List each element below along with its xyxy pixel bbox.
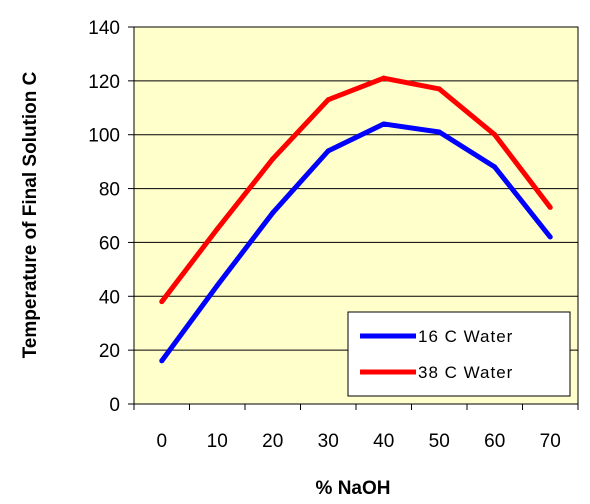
- legend-box: [347, 311, 571, 397]
- series-1-point-4: [381, 75, 387, 81]
- series-0-point-2: [270, 210, 276, 216]
- y-tick-label-2: 40: [99, 287, 120, 308]
- x-tick-label-5: 50: [429, 431, 450, 452]
- series-0-point-6: [492, 164, 498, 170]
- series-1-point-2: [270, 156, 276, 162]
- series-0-point-1: [214, 283, 220, 289]
- y-tick-label-3: 60: [99, 233, 120, 254]
- y-tick-label-7: 140: [88, 18, 120, 39]
- legend-label-1: 38 C Water: [418, 363, 513, 382]
- series-0-point-7: [547, 234, 553, 240]
- series-1-point-5: [436, 86, 442, 92]
- x-tick-label-3: 30: [318, 431, 339, 452]
- series-0-point-0: [159, 358, 165, 364]
- x-tick-label-7: 70: [540, 431, 561, 452]
- x-tick-label-2: 20: [262, 431, 283, 452]
- y-tick-label-4: 80: [99, 180, 120, 201]
- legend-label-0: 16 C Water: [418, 327, 513, 346]
- x-tick-label-1: 10: [207, 431, 228, 452]
- x-tick-label-4: 40: [373, 431, 394, 452]
- series-1-point-3: [325, 97, 331, 103]
- series-line-0: [159, 121, 553, 363]
- series-1-point-6: [492, 132, 498, 138]
- series-line-1: [159, 75, 553, 304]
- y-tick-label-0: 0: [109, 395, 120, 416]
- series-1-point-0: [159, 299, 165, 305]
- y-tick-label-1: 20: [99, 341, 120, 362]
- legend: 16 C Water 38 C Water: [347, 311, 571, 397]
- x-tick-label-0: 0: [156, 431, 167, 452]
- y-tick-label-5: 100: [88, 126, 120, 147]
- y-axis-title: Temperature of Final Solution C: [20, 71, 41, 358]
- series-1-point-7: [547, 204, 553, 210]
- series-0-point-4: [381, 121, 387, 127]
- series-0-point-5: [436, 129, 442, 135]
- series-0-point-3: [325, 148, 331, 154]
- y-tick-label-6: 120: [88, 72, 120, 93]
- series-1-point-1: [214, 226, 220, 232]
- x-axis-title: % NaOH: [316, 478, 391, 499]
- x-tick-label-6: 60: [484, 431, 505, 452]
